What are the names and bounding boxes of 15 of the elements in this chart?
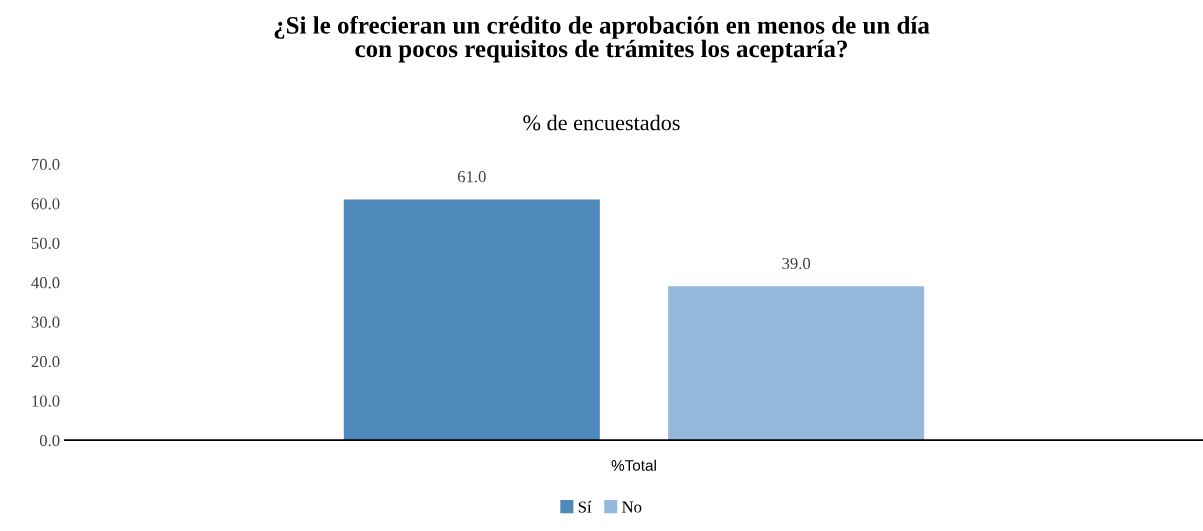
data-label: 61.0 (457, 171, 486, 183)
y-tick-label: 40.0 (31, 277, 60, 289)
x-tick-label: %Total (611, 459, 656, 471)
legend-label: No (622, 501, 642, 513)
y-tick-label: 30.0 (31, 316, 60, 328)
y-tick-label: 50.0 (31, 237, 60, 249)
data-label: 39.0 (782, 257, 811, 270)
y-tick-label: 60.0 (31, 198, 60, 210)
chart-subtitle: % de encuestados (523, 114, 680, 131)
y-tick-label: 70.0 (32, 158, 60, 171)
legend-label: Sí (578, 500, 592, 513)
chart-title: ¿Si le ofrecieran un crédito de aprobación en menos de un día con pocos requisitos de trámites los aceptaría? (274, 15, 930, 63)
y-tick-label: 10.0 (32, 395, 60, 407)
y-tick-label: 20.0 (31, 356, 60, 368)
y-tick-label: 0.0 (39, 434, 60, 447)
